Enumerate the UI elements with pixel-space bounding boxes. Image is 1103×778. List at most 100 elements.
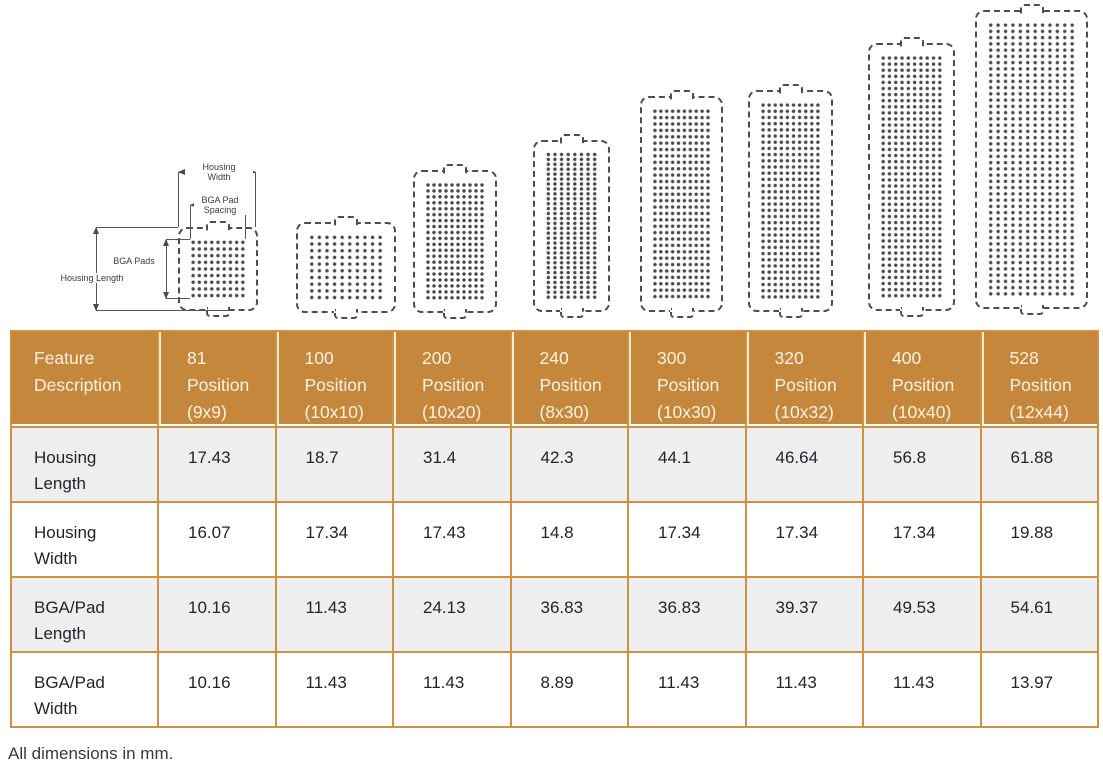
cell-text-line: Description <box>34 375 122 395</box>
cell-text-line: Position <box>657 375 720 395</box>
bga-pads-dim-line <box>166 239 167 299</box>
value-cell: 11.43 <box>629 653 745 726</box>
bottom-tab-notch <box>559 308 584 318</box>
cell-text-line: Length <box>34 624 86 643</box>
value-cell: 17.43 <box>394 503 510 576</box>
feature-description-header: Feature Description <box>12 332 157 426</box>
value-cell: 11.43 <box>276 578 392 651</box>
bga-pad-grid <box>545 152 598 300</box>
bga-pad-grid <box>425 182 485 301</box>
feature-cell: BGA/Pad Width <box>12 653 157 726</box>
value-cell: 10.16 <box>159 653 275 726</box>
value-cell: 54.61 <box>981 578 1097 651</box>
cell-text-line: Position <box>1009 375 1072 395</box>
bga-pad-grid <box>760 102 821 300</box>
bga-pad-grid <box>987 22 1076 297</box>
bottom-tab-notch <box>899 307 924 317</box>
column-header-81-position: 81 Position (9x9) <box>159 332 275 426</box>
cell-text-line: Position <box>304 375 367 395</box>
cell-text-line: (10x10) <box>304 402 364 422</box>
value-cell: 10.16 <box>159 578 275 651</box>
column-header-100-position: 100 Position (10x10) <box>276 332 392 426</box>
bottom-tab-notch <box>206 307 230 317</box>
cell-text-line: (10x20) <box>422 402 482 422</box>
dimension-arrow <box>163 292 169 299</box>
housing-length-dim-line <box>96 227 97 311</box>
housing-length-ext-bottom <box>96 310 232 311</box>
cell-text-line: (8x30) <box>539 402 590 422</box>
cell-text-line: (10x32) <box>774 402 834 422</box>
value-cell: 44.1 <box>629 428 745 501</box>
bga-package-320-position <box>748 84 833 318</box>
cell-text-line: 200 <box>422 348 452 368</box>
bga-package-81-position <box>178 221 258 317</box>
dimension-arrow <box>93 227 99 234</box>
cell-text-line: (10x40) <box>892 402 952 422</box>
bottom-tab-notch <box>334 309 358 319</box>
value-cell: 17.43 <box>159 428 275 501</box>
value-cell: 56.8 <box>864 428 980 501</box>
dimension-arrow <box>93 304 99 311</box>
value-cell: 42.3 <box>511 428 627 501</box>
feature-cell: Housing Length <box>12 428 157 501</box>
bga-package-diagram: Housing Width BGA Pad Spacing BGA Pads Housin… <box>0 0 1103 330</box>
dimension-arrow <box>163 239 169 246</box>
dimension-arrow <box>178 169 185 175</box>
top-tab-notch <box>1019 4 1044 14</box>
housing-length-ext-top <box>96 227 178 228</box>
bottom-tab-notch <box>443 309 467 319</box>
bga-package-528-position <box>975 4 1088 315</box>
cell-text-line: Position <box>539 375 602 395</box>
bottom-tab-notch <box>778 308 803 318</box>
cell-text-line: 528 <box>1009 348 1039 368</box>
dimensions-note: All dimensions in mm. <box>8 744 174 763</box>
dim-label-line: BGA Pads <box>113 256 155 266</box>
top-tab-notch <box>443 164 467 174</box>
column-header-300-position: 300 Position (10x30) <box>629 332 745 426</box>
value-cell: 39.37 <box>746 578 862 651</box>
housing-width-ext-left <box>178 172 179 227</box>
cell-text-line: Length <box>34 474 86 493</box>
cell-text-line: Position <box>422 375 485 395</box>
cell-text-line: Width <box>34 549 78 568</box>
top-tab-notch <box>206 221 230 231</box>
cell-text-line: 300 <box>657 348 687 368</box>
value-cell: 36.83 <box>629 578 745 651</box>
bga-pad-spacing-label: BGA Pad Spacing <box>194 195 246 215</box>
cell-text-line: 400 <box>892 348 922 368</box>
dim-label-line: Housing <box>202 162 236 172</box>
value-cell: 49.53 <box>864 578 980 651</box>
dimensions-table: Feature Description 81 Position (9x9) 100 Posi… <box>10 330 1099 728</box>
cell-text-line: BGA/Pad <box>34 598 105 617</box>
cell-text-line: 81 <box>187 348 207 368</box>
cell-text-line: 100 <box>304 348 334 368</box>
bga-pad-grid <box>308 234 384 301</box>
cell-text-line: Position <box>892 375 955 395</box>
bga-pad-spacing-ext-left <box>190 205 191 239</box>
value-cell: 17.34 <box>864 503 980 576</box>
top-tab-notch <box>778 84 803 94</box>
feature-cell: Housing Width <box>12 503 157 576</box>
value-cell: 18.7 <box>276 428 392 501</box>
housing-length-label: Housing Length <box>40 273 144 283</box>
cell-text-line: 320 <box>774 348 804 368</box>
housing-width-label: Housing Width <box>185 162 253 182</box>
feature-cell: BGA/Pad Length <box>12 578 157 651</box>
cell-text-line: Width <box>34 699 78 718</box>
bottom-tab-notch <box>1019 305 1044 315</box>
dim-label-line: BGA Pad <box>201 195 239 205</box>
value-cell: 46.64 <box>746 428 862 501</box>
bga-package-300-position <box>640 90 723 318</box>
bga-package-100-position <box>296 216 396 319</box>
bga-pad-spacing-ext-right <box>245 205 246 239</box>
value-cell: 11.43 <box>864 653 980 726</box>
bottom-tab-notch <box>669 308 694 318</box>
bga-pad-grid <box>190 239 246 299</box>
cell-text-line: Housing <box>34 448 97 467</box>
housing-width-ext-right <box>255 172 256 227</box>
value-cell: 24.13 <box>394 578 510 651</box>
value-cell: 31.4 <box>394 428 510 501</box>
value-cell: 8.89 <box>511 653 627 726</box>
value-cell: 11.43 <box>276 653 392 726</box>
